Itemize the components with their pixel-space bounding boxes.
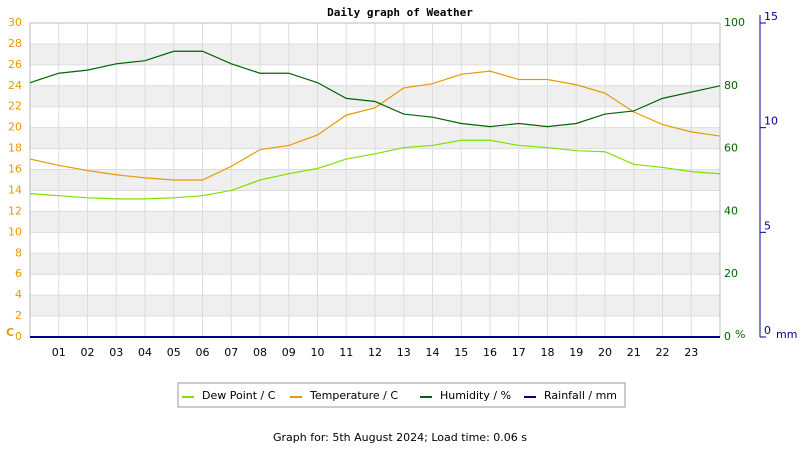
y-tick-label: 6 (15, 267, 22, 280)
y-tick-label: 30 (8, 16, 22, 29)
y-tick-label: 18 (8, 142, 22, 155)
y2-tick-label: 100 (724, 16, 745, 29)
legend-label: Rainfall / mm (544, 389, 617, 402)
x-tick-label: 15 (454, 346, 468, 359)
y-tick-label: 14 (8, 183, 22, 196)
y2-tick-label: 80 (724, 79, 738, 92)
y-tick-label: 22 (8, 100, 22, 113)
legend-label: Humidity / % (440, 389, 511, 402)
x-tick-label: 20 (598, 346, 612, 359)
y-tick-label: 10 (8, 225, 22, 238)
y-tick-label: 26 (8, 58, 22, 71)
chart-title: Daily graph of Weather (327, 6, 473, 19)
x-tick-label: 04 (138, 346, 152, 359)
x-tick-label: 16 (483, 346, 497, 359)
x-tick-label: 07 (224, 346, 238, 359)
x-tick-label: 23 (684, 346, 698, 359)
y2-unit: % (735, 328, 745, 341)
x-tick-label: 18 (541, 346, 555, 359)
x-tick-label: 09 (282, 346, 296, 359)
y-tick-label: 0 (15, 330, 22, 343)
series-line (29, 139, 721, 200)
x-tick-label: 19 (569, 346, 583, 359)
y-tick-label: 20 (8, 121, 22, 134)
x-tick-label: 06 (196, 346, 210, 359)
x-tick-label: 10 (311, 346, 325, 359)
x-tick-label: 12 (368, 346, 382, 359)
y2-tick-label: 20 (724, 267, 738, 280)
x-tick-label: 21 (627, 346, 641, 359)
y-tick-label: 8 (15, 246, 22, 259)
y-unit: C (6, 326, 14, 339)
y2-tick-label: 60 (724, 142, 738, 155)
series-line (29, 50, 721, 128)
legend-label: Dew Point / C (202, 389, 276, 402)
x-tick-label: 22 (656, 346, 670, 359)
y3-tick-label: 5 (764, 219, 771, 232)
y-tick-label: 16 (8, 163, 22, 176)
x-tick-label: 14 (426, 346, 440, 359)
y2-tick-label: 0 (724, 330, 731, 343)
y-tick-label: 4 (15, 288, 22, 301)
x-tick-label: 08 (253, 346, 267, 359)
y-tick-label: 2 (15, 309, 22, 322)
footer: Graph for: 5th August 2024; Load time: 0… (273, 431, 527, 444)
y-tick-label: 28 (8, 37, 22, 50)
series-line (29, 70, 721, 181)
x-tick-label: 11 (339, 346, 353, 359)
x-tick-label: 03 (109, 346, 123, 359)
y3-tick-label: 15 (764, 10, 778, 23)
y2-tick-label: 40 (724, 204, 738, 217)
y3-tick-label: 10 (764, 115, 778, 128)
x-tick-label: 02 (81, 346, 95, 359)
y-tick-label: 24 (8, 79, 22, 92)
legend-label: Temperature / C (309, 389, 398, 402)
x-tick-label: 17 (512, 346, 526, 359)
y3-unit: mm (776, 328, 797, 341)
x-tick-label: 13 (397, 346, 411, 359)
x-tick-label: 01 (52, 346, 66, 359)
y3-tick-label: 0 (764, 324, 771, 337)
legend-box (177, 382, 626, 408)
x-tick-label: 05 (167, 346, 181, 359)
y-tick-label: 12 (8, 204, 22, 217)
